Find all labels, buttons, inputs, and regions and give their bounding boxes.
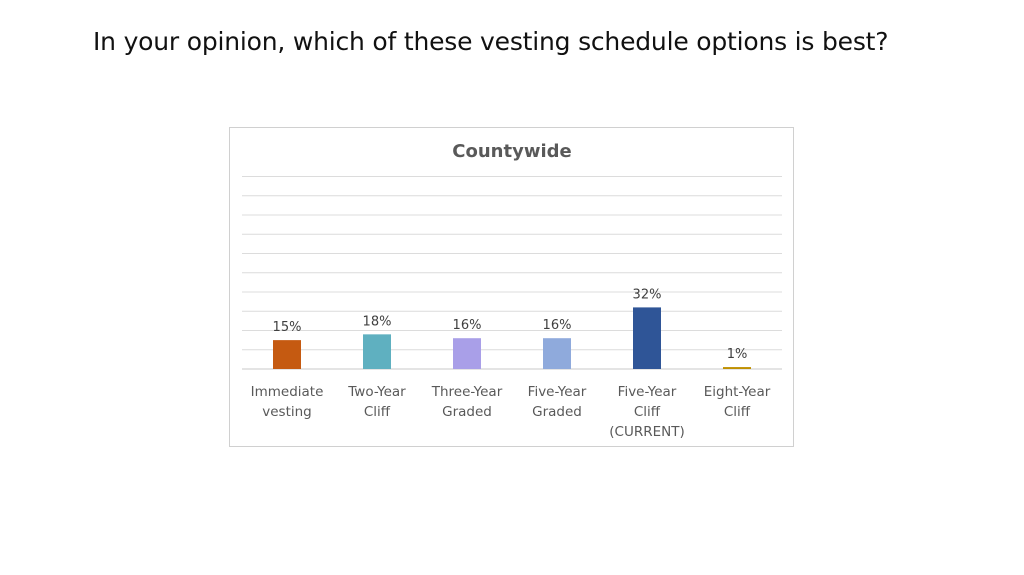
data-label: 32%: [633, 287, 662, 302]
bar-2: [363, 334, 391, 369]
bar-4: [543, 338, 571, 369]
data-labels: 15% 18% 16% 16% 32% 1%: [273, 287, 748, 362]
category-label: Cliff: [724, 404, 751, 420]
bar-6: [723, 367, 751, 369]
bar-chart: Countywide 15% 18% 16% 16% 32% 1% Immediate ve…: [242, 141, 782, 440]
category-label: Two-Year: [347, 384, 406, 400]
chart-frame: Countywide 15% 18% 16% 16% 32% 1% Immediate ve…: [229, 127, 794, 447]
category-label: Five-Year: [618, 384, 677, 400]
category-label: Graded: [442, 404, 492, 420]
category-labels: Immediate vesting Two-Year Cliff Three-Year G…: [251, 384, 771, 440]
data-label: 15%: [273, 320, 302, 335]
bar-5: [633, 307, 661, 369]
category-label: (CURRENT): [609, 424, 684, 440]
data-label: 1%: [727, 347, 748, 362]
category-label: Three-Year: [431, 384, 503, 400]
bars: [273, 307, 751, 369]
gridlines: [242, 176, 782, 370]
category-label: vesting: [262, 404, 312, 420]
data-label: 16%: [453, 318, 482, 333]
category-label: Cliff: [364, 404, 391, 420]
category-label: Five-Year: [528, 384, 587, 400]
category-label: Cliff: [634, 404, 661, 420]
category-label: Graded: [532, 404, 582, 420]
bar-1: [273, 340, 301, 369]
category-label: Eight-Year: [704, 384, 771, 400]
data-label: 16%: [543, 318, 572, 333]
bar-3: [453, 338, 481, 369]
chart-title: Countywide: [452, 141, 571, 162]
category-label: Immediate: [251, 384, 324, 400]
data-label: 18%: [363, 314, 392, 329]
slide-title: In your opinion, which of these vesting …: [93, 27, 889, 56]
